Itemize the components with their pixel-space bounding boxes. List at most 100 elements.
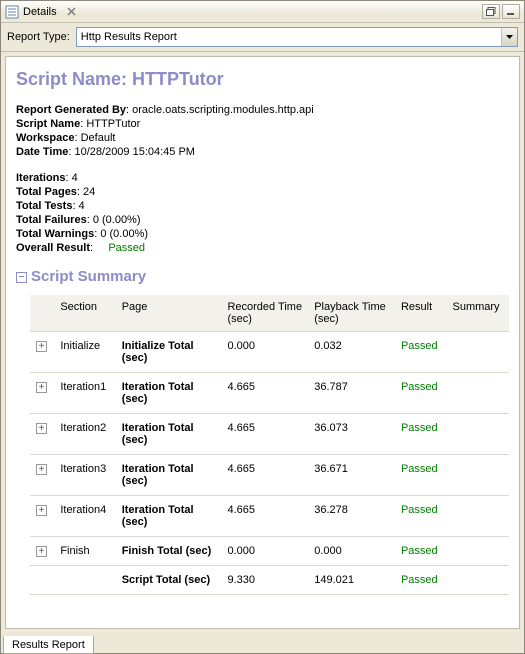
cell-result: Passed (395, 496, 447, 537)
col-section: Section (54, 295, 115, 332)
expand-icon[interactable]: + (36, 341, 47, 352)
report-scrollarea[interactable]: Script Name: HTTPTutor Report Generated … (6, 57, 519, 628)
table-row: +Iteration4Iteration Total (sec)4.66536.… (30, 496, 509, 537)
window-title: Details (23, 6, 57, 18)
cell-playback: 149.021 (308, 566, 395, 595)
tab-results-report[interactable]: Results Report (3, 636, 94, 654)
expand-icon[interactable]: + (36, 546, 47, 557)
table-header-row: Section Page Recorded Time (sec) Playbac… (30, 295, 509, 332)
cell-playback: 36.278 (308, 496, 395, 537)
meta-value: : 0 (0.00%) (94, 228, 148, 240)
cell-page: Finish Total (sec) (116, 537, 222, 566)
report-type-value: Http Results Report (81, 31, 501, 43)
meta-key: Total Warnings (16, 228, 94, 240)
expand-cell[interactable]: + (30, 332, 54, 373)
cell-page: Initialize Total (sec) (116, 332, 222, 373)
meta-key: Total Tests (16, 200, 72, 212)
cell-recorded: 4.665 (221, 455, 308, 496)
collapse-icon[interactable]: − (16, 272, 27, 283)
view-close-icon[interactable] (63, 7, 80, 16)
cell-playback: 0.032 (308, 332, 395, 373)
meta-key: Date Time (16, 146, 68, 158)
cell-result: Passed (395, 455, 447, 496)
bottom-tabbar: Results Report (1, 633, 524, 653)
meta-value: : 0 (0.00%) (87, 214, 141, 226)
meta-key: Iterations (16, 172, 66, 184)
report-type-row: Report Type: Http Results Report (1, 23, 524, 52)
meta-value: : 10/28/2009 15:04:45 PM (68, 146, 195, 158)
table-row: + Iteration1Iteration Total (sec)4.66536.… (30, 373, 509, 414)
cell-summary (446, 455, 509, 496)
cell-result: Passed (395, 414, 447, 455)
restore-button[interactable] (482, 4, 500, 19)
cell-playback: 0.000 (308, 537, 395, 566)
cell-result: Passed (395, 566, 447, 595)
cell-page: Iteration Total (sec) (116, 414, 222, 455)
cell-summary (446, 566, 509, 595)
cell-section: Iteration1 (54, 373, 115, 414)
report-type-label: Report Type: (7, 31, 70, 43)
report-type-select[interactable]: Http Results Report (76, 27, 518, 47)
cell-recorded: 4.665 (221, 414, 308, 455)
table-row: + InitializeInitialize Total (sec)0.0000.… (30, 332, 509, 373)
cell-recorded: 4.665 (221, 496, 308, 537)
col-recorded: Recorded Time (sec) (221, 295, 308, 332)
details-icon (5, 5, 19, 19)
script-summary-heading-text: Script Summary (31, 268, 146, 285)
titlebar: Details (1, 1, 524, 23)
cell-recorded: 0.000 (221, 537, 308, 566)
meta-value: : 4 (72, 200, 84, 212)
meta-value: : oracle.oats.scripting.modules.http.api (126, 104, 314, 116)
cell-playback: 36.787 (308, 373, 395, 414)
expand-cell[interactable]: + (30, 537, 54, 566)
cell-recorded: 9.330 (221, 566, 308, 595)
expand-cell[interactable]: + (30, 373, 54, 414)
col-summary: Summary (446, 295, 509, 332)
cell-playback: 36.073 (308, 414, 395, 455)
cell-summary (446, 373, 509, 414)
report-content-panel: Script Name: HTTPTutor Report Generated … (5, 56, 520, 629)
cell-section: Iteration4 (54, 496, 115, 537)
table-row: Script Total (sec)9.330149.021Passed (30, 566, 509, 595)
col-page: Page (116, 295, 222, 332)
col-playback: Playback Time (sec) (308, 295, 395, 332)
cell-section: Finish (54, 537, 115, 566)
table-row: +Iteration3Iteration Total (sec)4.66536.… (30, 455, 509, 496)
minimize-button[interactable] (502, 4, 520, 19)
expand-icon[interactable]: + (36, 382, 47, 393)
expand-cell[interactable]: + (30, 455, 54, 496)
dropdown-arrow-icon[interactable] (501, 28, 517, 46)
meta-value: : Default (75, 132, 116, 144)
cell-page: Iteration Total (sec) (116, 373, 222, 414)
meta-key: Overall Result (16, 242, 90, 254)
cell-section: Iteration2 (54, 414, 115, 455)
cell-summary (446, 496, 509, 537)
meta-key: Script Name (16, 118, 80, 130)
cell-result: Passed (395, 537, 447, 566)
expand-icon[interactable]: + (36, 505, 47, 516)
col-result: Result (395, 295, 447, 332)
expand-cell[interactable]: + (30, 496, 54, 537)
cell-section (54, 566, 115, 595)
summary-table: Section Page Recorded Time (sec) Playbac… (30, 295, 509, 595)
cell-summary (446, 332, 509, 373)
meta-value: : HTTPTutor (80, 118, 140, 130)
cell-section: Initialize (54, 332, 115, 373)
meta-value: : 24 (77, 186, 95, 198)
cell-recorded: 0.000 (221, 332, 308, 373)
expand-icon[interactable]: + (36, 423, 47, 434)
meta-block: Report Generated By: oracle.oats.scripti… (16, 104, 509, 254)
expand-icon[interactable]: + (36, 464, 47, 475)
meta-key: Total Failures (16, 214, 87, 226)
cell-playback: 36.671 (308, 455, 395, 496)
cell-page: Script Total (sec) (116, 566, 222, 595)
table-row: + Iteration2Iteration Total (sec)4.66536.… (30, 414, 509, 455)
table-row: +FinishFinish Total (sec)0.0000.000Passe… (30, 537, 509, 566)
cell-recorded: 4.665 (221, 373, 308, 414)
meta-key: Workspace (16, 132, 75, 144)
expand-cell[interactable]: + (30, 414, 54, 455)
cell-section: Iteration3 (54, 455, 115, 496)
cell-summary (446, 537, 509, 566)
meta-key: Total Pages (16, 186, 77, 198)
meta-sep: : (90, 242, 93, 254)
